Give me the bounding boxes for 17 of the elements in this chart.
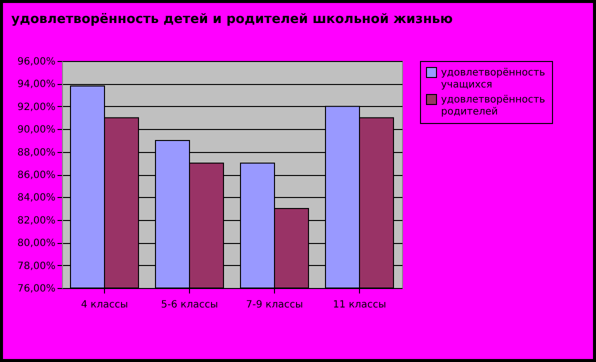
y-tick-label: 82,00% xyxy=(17,215,56,226)
y-tick-label: 94,00% xyxy=(17,79,56,90)
y-tick-label: 78,00% xyxy=(17,260,56,272)
chart-title: удовлетворённость детей и родителей школьной жизнью xyxy=(11,12,454,27)
x-tick-label: 4 классы xyxy=(81,300,128,310)
legend-label: удовлетворённость родителей xyxy=(441,94,546,118)
x-tick-label: 7-9 классы xyxy=(246,300,304,310)
y-tick-label: 76,00% xyxy=(17,284,56,294)
x-tick-label: 5-6 классы xyxy=(161,300,218,310)
y-tick-label: 84,00% xyxy=(17,192,56,204)
y-tick-label: 88,00% xyxy=(17,147,56,158)
y-tick-label: 80,00% xyxy=(17,238,56,250)
y-tick-label: 92,00% xyxy=(17,102,56,113)
y-tick-label: 96,00% xyxy=(17,56,56,68)
x-tick-label: 11 классы xyxy=(332,300,386,310)
y-tick-label: 90,00% xyxy=(17,124,56,136)
y-tick-label: 86,00% xyxy=(17,170,56,181)
